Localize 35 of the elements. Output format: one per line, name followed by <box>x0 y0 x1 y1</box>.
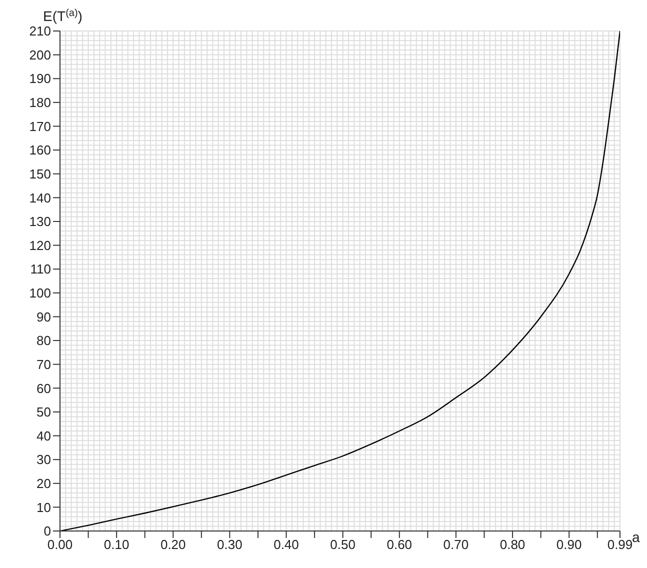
y-tick-label: 60 <box>36 380 51 396</box>
y-tick-label: 90 <box>36 309 51 324</box>
y-tick-label: 160 <box>29 142 51 158</box>
x-tick-label: 0.80 <box>500 537 526 552</box>
y-tick-label: 10 <box>36 500 51 515</box>
y-tick-label: 200 <box>29 47 51 62</box>
y-tick-label: 120 <box>29 238 51 253</box>
x-tick-label: 0.40 <box>274 537 299 552</box>
x-tick-label: 0.00 <box>47 537 73 552</box>
y-tick-label: 130 <box>29 214 51 230</box>
y-tick-label: 140 <box>29 190 51 206</box>
y-tick-label: 190 <box>29 71 51 86</box>
y-tick-label: 170 <box>29 118 51 134</box>
y-tick-label: 40 <box>36 428 51 444</box>
x-tick-label: 0.90 <box>556 537 582 552</box>
x-tick-label: 0.10 <box>104 537 130 552</box>
y-tick-label: 50 <box>36 404 51 420</box>
x-tick-label: 0.70 <box>443 537 469 552</box>
y-axis-title: E(T$^{(a)}$) <box>43 8 82 24</box>
y-tick-label: 20 <box>36 476 51 491</box>
x-tick-label: 0.50 <box>330 537 356 552</box>
x-tick-label: 0.60 <box>386 537 412 552</box>
y-tick-label: 100 <box>29 286 51 301</box>
x-tick-label: 0.30 <box>217 537 242 552</box>
y-tick-label: 150 <box>29 166 51 182</box>
x-axis-title: a <box>632 529 640 545</box>
y-tick-label: 110 <box>30 262 51 277</box>
y-tick-label: 30 <box>36 452 51 468</box>
x-tick-label: 0.99 <box>607 537 633 552</box>
y-tick-label: 180 <box>29 95 51 110</box>
y-tick-label: 70 <box>36 356 51 372</box>
x-tick-label: 0.20 <box>160 537 186 552</box>
y-tick-label: 80 <box>36 333 51 348</box>
y-tick-label: 0 <box>44 524 51 539</box>
y-tick-label: 210 <box>29 24 51 39</box>
